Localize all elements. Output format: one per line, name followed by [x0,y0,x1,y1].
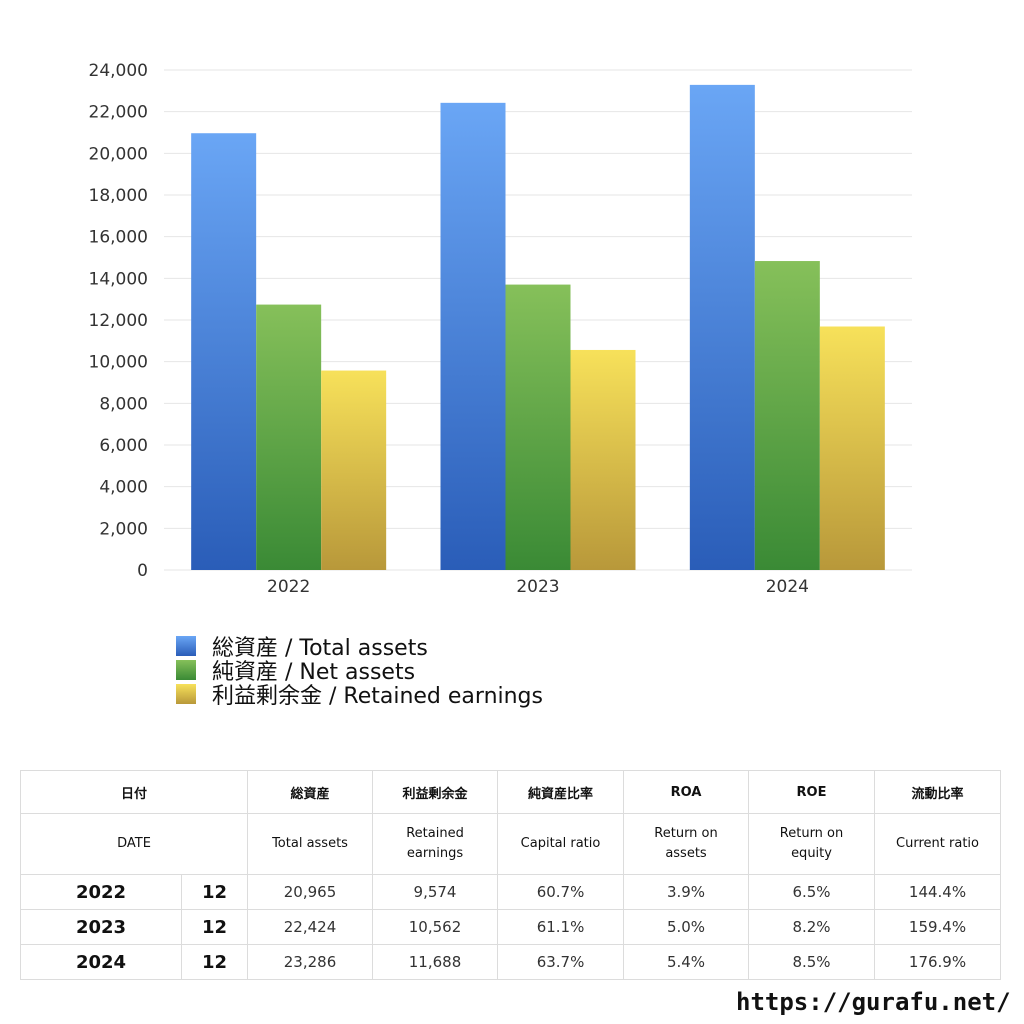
legend-item-retained-earnings: 利益剰余金 / Retained earnings [176,682,543,709]
y-tick-label: 4,000 [99,478,148,498]
table-header-jp: 日付 総資産 利益剰余金 純資産比率 ROA ROE 流動比率 [19,770,1002,814]
y-tick-label: 2,000 [99,519,148,539]
x-tick-label: 2023 [516,577,559,597]
row-year: 2024 [20,944,182,980]
bars [191,84,885,570]
header-roe-en-line1: Return on [779,826,844,841]
header-roe-en-line2: equity [791,846,832,861]
bar-total-assets-2023 [440,102,506,570]
y-tick-label: 8,000 [99,394,148,414]
header-date-jp: 日付 [19,770,249,814]
table-row: 2022 12 20,965 9,574 60.7% 3.9% 6.5% 144… [20,874,1002,910]
header-retained-en-line2: earnings [406,846,464,861]
row-current-ratio: 176.9% [874,944,1002,980]
row-retained: 10,562 [372,909,499,945]
header-roa-en: Return on assets [623,813,750,875]
bar-total-assets-2024 [689,84,755,570]
header-capital-ratio-jp: 純資産比率 [497,770,625,814]
row-capital-ratio: 61.1% [497,909,625,945]
y-tick-label: 10,000 [89,353,148,373]
row-year: 2022 [20,874,182,910]
legend-item-total-assets: 総資産 / Total assets [176,634,543,661]
header-roe: ROE [748,770,876,814]
header-capital-ratio-en: Capital ratio [497,813,625,875]
bar-net-assets-2024 [754,261,820,570]
bar-retained-earnings-2023 [570,349,636,570]
row-total-assets: 20,965 [247,874,374,910]
row-month: 12 [180,944,249,980]
row-roa: 3.9% [623,874,750,910]
row-month: 12 [180,909,249,945]
row-current-ratio: 144.4% [874,874,1002,910]
row-capital-ratio: 63.7% [497,944,625,980]
header-roe-en: Return on equity [748,813,876,875]
row-roa: 5.4% [623,944,750,980]
x-tick-label: 2024 [766,577,809,597]
site-url[interactable]: https://gurafu.net/ [736,988,1011,1016]
header-retained-jp: 利益剰余金 [372,770,499,814]
legend-swatch-retained-earnings [176,684,196,704]
y-tick-label: 6,000 [99,436,148,456]
y-tick-label: 12,000 [89,311,148,331]
header-total-assets-jp: 総資産 [247,770,374,814]
legend-label-net-assets: 純資産 / Net assets [212,660,416,685]
y-tick-label: 22,000 [89,103,148,123]
legend-swatch-net-assets [176,660,196,680]
financial-table: 日付 総資産 利益剰余金 純資産比率 ROA ROE 流動比率 DATE Tot… [19,770,1002,980]
row-total-assets: 23,286 [247,944,374,980]
row-roa: 5.0% [623,909,750,945]
row-retained: 9,574 [372,874,499,910]
header-retained-en-line1: Retained [406,826,464,841]
y-tick-label: 20,000 [89,144,148,164]
row-current-ratio: 159.4% [874,909,1002,945]
bar-retained-earnings-2022 [321,370,387,570]
table-header-en: DATE Total assets Retained earnings Capit… [19,813,1002,875]
bar-retained-earnings-2024 [819,326,885,570]
table-row: 2023 12 22,424 10,562 61.1% 5.0% 8.2% 15… [20,909,1002,945]
header-retained-en: Retained earnings [372,813,499,875]
row-roe: 6.5% [748,874,876,910]
row-year: 2023 [20,909,182,945]
y-tick-label: 16,000 [89,228,148,248]
header-roa-en-line1: Return on [654,826,718,841]
row-retained: 11,688 [372,944,499,980]
header-date-en: DATE [19,813,249,875]
legend: 総資産 / Total assets 純資産 / Net assets 利益剰余… [176,634,543,709]
row-month: 12 [180,874,249,910]
y-tick-label: 18,000 [89,186,148,206]
y-tick-label: 14,000 [89,269,148,289]
legend-swatch-total-assets [176,636,196,656]
y-tick-label: 0 [137,561,148,581]
y-tick-label: 24,000 [89,61,148,81]
legend-label-retained-earnings: 利益剰余金 / Retained earnings [212,684,543,709]
header-current-ratio-jp: 流動比率 [874,770,1002,814]
bar-net-assets-2023 [505,284,571,570]
bar-chart: 0 2,000 4,000 6,000 8,000 10,000 12,000 14,000 1… [89,61,912,597]
header-roa: ROA [623,770,750,814]
row-capital-ratio: 60.7% [497,874,625,910]
y-axis-ticks: 0 2,000 4,000 6,000 8,000 10,000 12,000 14,000 1… [89,61,148,581]
legend-item-net-assets: 純資産 / Net assets [176,658,543,685]
x-axis-ticks: 2022 2023 2024 [267,577,809,597]
bar-total-assets-2022 [191,133,257,570]
header-total-assets-en: Total assets [247,813,374,875]
x-tick-label: 2022 [267,577,310,597]
table-row: 2024 12 23,286 11,688 63.7% 5.4% 8.5% 17… [20,944,1002,980]
header-roa-en-line2: assets [665,846,707,861]
bar-net-assets-2022 [256,304,322,570]
row-roe: 8.5% [748,944,876,980]
header-current-ratio-en: Current ratio [874,813,1002,875]
row-roe: 8.2% [748,909,876,945]
legend-label-total-assets: 総資産 / Total assets [212,636,428,661]
row-total-assets: 22,424 [247,909,374,945]
